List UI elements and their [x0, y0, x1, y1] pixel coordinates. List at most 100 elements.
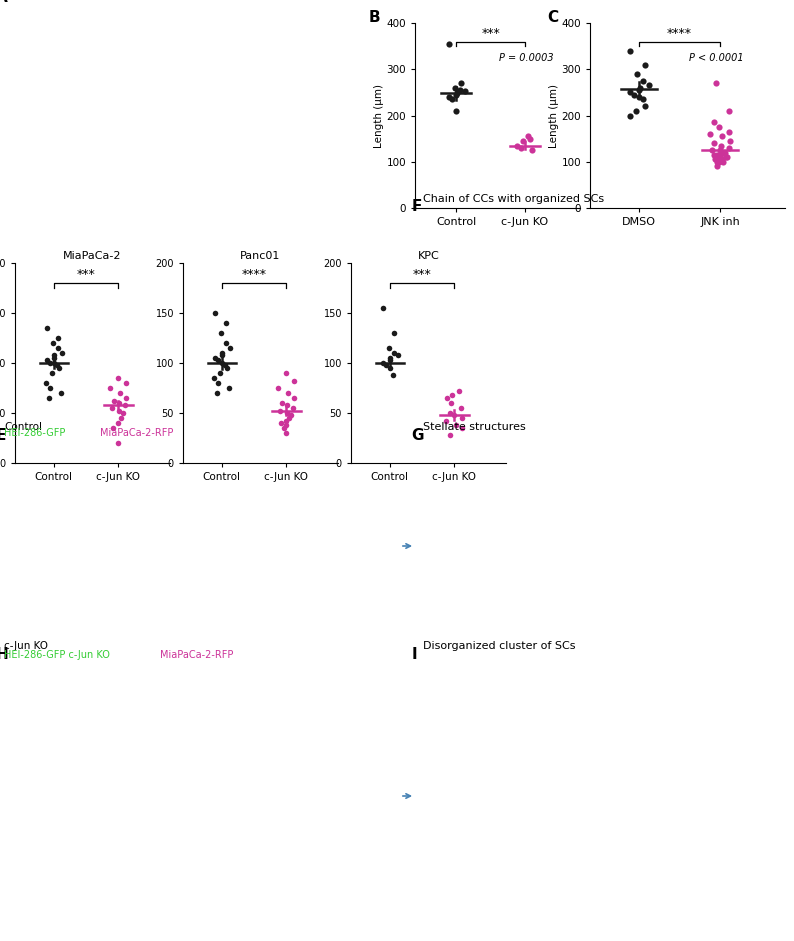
Point	[445, 395, 457, 410]
Point	[221, 360, 233, 375]
Point	[48, 347, 61, 362]
Point	[623, 108, 636, 123]
Point	[215, 347, 228, 362]
Point	[120, 391, 133, 406]
Point	[380, 358, 392, 373]
Point	[723, 140, 735, 155]
Point	[709, 75, 722, 90]
Point	[442, 89, 455, 104]
Text: HEI-286-GFP: HEI-286-GFP	[4, 428, 65, 439]
Point	[222, 380, 235, 395]
Point	[444, 427, 457, 442]
Text: ****: ****	[241, 268, 267, 281]
Point	[279, 413, 292, 428]
Point	[642, 78, 655, 93]
Point	[112, 436, 125, 451]
Point	[52, 360, 65, 375]
Point	[214, 326, 227, 341]
Point	[713, 120, 726, 135]
Text: P < 0.0001: P < 0.0001	[689, 53, 744, 63]
Point	[445, 92, 458, 107]
Text: 3D: 3D	[8, 9, 22, 20]
Point	[383, 341, 395, 356]
Point	[708, 136, 721, 151]
Text: B: B	[368, 10, 380, 25]
Point	[208, 371, 221, 386]
Point	[453, 384, 466, 399]
Point	[524, 131, 537, 146]
Point	[113, 404, 125, 419]
Point	[633, 80, 646, 95]
Bar	[100, 505, 260, 599]
Point	[623, 85, 636, 100]
Point	[281, 397, 294, 412]
Point	[287, 374, 300, 389]
Point	[115, 410, 128, 425]
Text: A: A	[0, 0, 8, 6]
Text: P = 0.0003: P = 0.0003	[499, 53, 553, 63]
Point	[713, 148, 726, 163]
Text: ***: ***	[413, 268, 431, 281]
Text: ***: ***	[77, 268, 95, 281]
Point	[517, 134, 530, 149]
Point	[713, 154, 726, 169]
Point	[515, 140, 527, 155]
Text: 30 μm: 30 μm	[333, 177, 357, 185]
Point	[104, 380, 117, 395]
Point	[287, 391, 300, 406]
Point	[723, 124, 735, 139]
Point	[450, 86, 463, 101]
Point	[45, 365, 58, 380]
Point	[711, 154, 723, 169]
Point	[450, 104, 463, 119]
Point	[284, 407, 297, 423]
Text: F: F	[411, 199, 422, 214]
Text: 50 μm: 50 μm	[563, 400, 588, 408]
Point	[387, 345, 400, 360]
Point	[54, 386, 67, 401]
Point	[40, 375, 53, 391]
Point	[208, 306, 221, 321]
Point	[721, 150, 734, 165]
Text: c-Jun KO: c-Jun KO	[4, 642, 48, 651]
Point	[456, 421, 468, 436]
Point	[280, 406, 293, 421]
Text: Control: Control	[4, 422, 42, 432]
Point	[714, 143, 727, 158]
Point	[455, 410, 468, 425]
Point	[279, 365, 292, 380]
Point	[713, 150, 726, 165]
Point	[274, 404, 287, 419]
Point	[639, 99, 652, 114]
Text: 3D: 3D	[202, 9, 218, 20]
Text: ****: ****	[667, 26, 692, 40]
Point	[106, 401, 118, 416]
Point	[111, 371, 124, 386]
Point	[711, 150, 723, 165]
Text: ***: ***	[481, 26, 500, 40]
Point	[376, 300, 389, 315]
Text: C: C	[547, 10, 558, 25]
Point	[376, 356, 389, 371]
Point	[40, 321, 53, 336]
Point	[119, 375, 132, 391]
Point	[717, 145, 730, 160]
Point	[450, 88, 463, 103]
Text: Stellate structures: Stellate structures	[422, 422, 526, 432]
Point	[447, 407, 460, 423]
Text: MiaPaCa-2-RFP: MiaPaCa-2-RFP	[160, 650, 233, 661]
Point	[278, 421, 291, 436]
Point	[526, 143, 538, 158]
Point	[279, 418, 292, 433]
Point	[446, 388, 459, 403]
Point	[711, 159, 723, 174]
Point	[719, 145, 731, 160]
Point	[638, 57, 651, 72]
Point	[442, 37, 455, 52]
Point	[275, 416, 287, 431]
Point	[107, 393, 120, 408]
Point	[46, 336, 59, 351]
Point	[50, 358, 63, 373]
Point	[219, 336, 232, 351]
Point	[449, 80, 461, 95]
